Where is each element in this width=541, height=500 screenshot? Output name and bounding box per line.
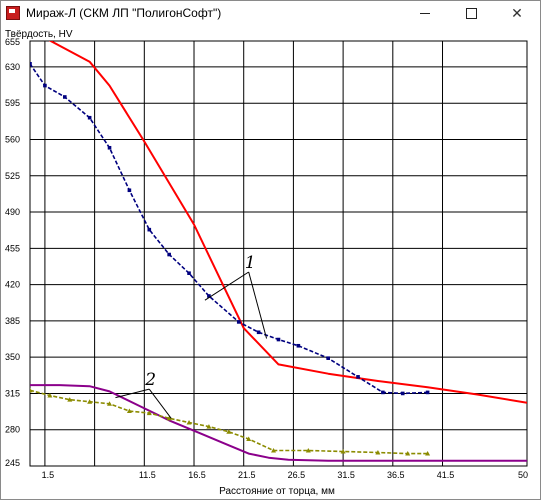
plot-frame (29, 40, 528, 467)
series-point (167, 252, 171, 257)
series-point (107, 401, 113, 406)
series-point (356, 375, 360, 379)
minimize-icon (420, 12, 430, 14)
series-point (62, 95, 67, 99)
y-tick-label: 560 (5, 134, 20, 144)
series-point (256, 330, 261, 335)
series-point (166, 415, 172, 421)
chart-area: Твёрдость, HV Расстояние от торца, мм 1.… (1, 25, 540, 499)
series-point (305, 447, 311, 453)
y-tick-label: 595 (5, 98, 20, 108)
series-point (246, 436, 252, 442)
y-tick-label: 420 (5, 280, 20, 290)
x-tick-label: 26.5 (288, 470, 306, 480)
y-tick-label: 280 (5, 425, 20, 435)
x-tick-label: 16.5 (188, 470, 206, 480)
x-tick-label: 36.5 (387, 470, 405, 480)
hardness-chart: Твёрдость, HV Расстояние от торца, мм 1.… (5, 29, 528, 497)
x-axis-title: Расстояние от торца, мм (219, 486, 335, 497)
annotation-label: 1 (245, 253, 256, 273)
series-point (400, 391, 405, 396)
y-tick-label: 350 (5, 352, 20, 362)
series-point (381, 390, 385, 395)
window-title: Мираж-Л (СКМ ЛП "ПолигонСофт") (26, 6, 222, 20)
y-axis-title: Твёрдость, HV (5, 29, 73, 40)
annotations: 12 (115, 253, 268, 419)
series-point (67, 397, 73, 402)
series-point (146, 410, 152, 416)
series-point (47, 393, 53, 398)
series-point (271, 447, 277, 453)
series-point (226, 429, 232, 434)
series-point (425, 451, 431, 456)
y-tick-label: 525 (5, 171, 20, 181)
series-point (276, 337, 281, 342)
series-point (127, 188, 132, 193)
series-line-3 (30, 384, 527, 462)
y-tick-label: 385 (5, 316, 20, 326)
annotation-leader (204, 271, 249, 301)
series-point (30, 62, 32, 66)
series-point (425, 390, 430, 395)
x-tick-label: 50 (518, 470, 528, 480)
x-tick-label: 1.5 (42, 470, 55, 480)
tick-labels: 1.5 11.5 16.5 21.5 26.5 31.5 36.5 41.5 50 245 280 3… (5, 37, 528, 480)
annotation-leader (115, 388, 150, 399)
series-point (87, 399, 93, 404)
series-point (236, 320, 241, 324)
annotation-leader (248, 271, 268, 339)
annotation-leader (148, 388, 172, 419)
x-tick-label: 21.5 (238, 470, 256, 480)
series-line-1 (48, 41, 527, 404)
series-point (296, 343, 301, 348)
series-point (107, 145, 112, 150)
y-tick-label: 315 (5, 388, 20, 398)
y-tick-label: 455 (5, 243, 20, 253)
x-tick-label: 31.5 (337, 470, 355, 480)
series-point (186, 419, 192, 425)
close-icon: ✕ (511, 4, 523, 21)
series-point (375, 450, 381, 455)
minimize-button[interactable] (402, 1, 448, 25)
series-point (405, 451, 411, 456)
series-group (30, 41, 527, 462)
maximize-button[interactable] (448, 1, 494, 25)
y-tick-label: 490 (5, 207, 20, 217)
x-tick-label: 41.5 (437, 470, 455, 480)
series-line-2 (30, 63, 428, 395)
y-tick-label: 245 (5, 458, 20, 468)
maximize-icon (465, 7, 477, 19)
series-point (207, 294, 211, 298)
y-tick-label: 630 (5, 62, 20, 72)
close-button[interactable]: ✕ (494, 1, 540, 25)
title-bar[interactable]: Мираж-Л (СКМ ЛП "ПолигонСофт") ✕ (1, 1, 540, 25)
app-icon (6, 6, 20, 20)
series-point (206, 424, 212, 429)
annotation-label: 2 (144, 370, 156, 390)
series-point (187, 271, 191, 275)
series-point (147, 227, 152, 232)
series-point (326, 356, 330, 360)
series-point (87, 115, 92, 120)
y-tick-label: 655 (5, 37, 20, 47)
series-line-4 (30, 389, 428, 455)
series-point (126, 408, 132, 414)
x-tick-label: 11.5 (139, 470, 156, 480)
grid (29, 40, 528, 467)
series-point (43, 83, 47, 88)
series-point (30, 387, 33, 393)
series-point (340, 448, 346, 454)
